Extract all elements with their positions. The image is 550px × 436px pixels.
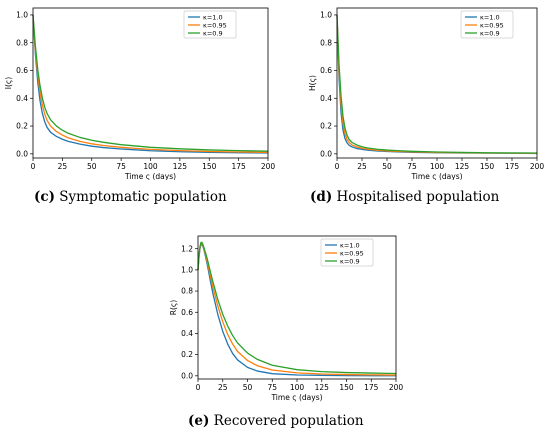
x-tick-label: 25 — [218, 383, 228, 392]
y-axis-label: R(ς) — [169, 300, 178, 316]
y-tick-label: 0.6 — [181, 308, 193, 317]
y-tick-label: 1.0 — [16, 11, 28, 20]
y-tick-label: 0.6 — [16, 66, 28, 75]
x-tick-label: 50 — [243, 383, 253, 392]
x-axis-label: Time ς (days) — [270, 393, 322, 402]
y-axis-label: I(ς) — [4, 77, 13, 90]
legend-label-0: κ=1.0 — [203, 13, 223, 21]
caption-recovered: (e) Recovered population — [188, 413, 364, 429]
legend-label-2: κ=0.9 — [203, 29, 223, 37]
x-tick-label: 100 — [430, 162, 445, 171]
x-tick-label: 25 — [357, 162, 367, 171]
y-tick-label: 0.4 — [320, 94, 332, 103]
series-line-2 — [197, 241, 397, 375]
x-tick-label: 25 — [58, 162, 68, 171]
y-tick-label: 0.8 — [16, 38, 28, 47]
chart-symptomatic: 0 25 50 75 100 125 150 175 200 0.0 0.2 0.4 0.6 0.8 1.0… — [4, 7, 275, 180]
y-tick-label: 1.0 — [320, 11, 332, 20]
x-tick-label: 100 — [143, 162, 158, 171]
chart-recovered: 0 25 50 75 100 125 150 175 200 0.0 0.2 0.4 0.6 0.8 1.0… — [169, 235, 404, 402]
y-tick-label: 1.0 — [181, 265, 193, 274]
caption-letter: (c) — [34, 189, 55, 205]
legend-label-1: κ=0.95 — [480, 21, 504, 29]
legend-label-2: κ=0.9 — [340, 257, 360, 265]
x-tick-label: 75 — [407, 162, 417, 171]
x-tick-label: 75 — [116, 162, 126, 171]
caption-hospitalised: (d) Hospitalised population — [310, 189, 499, 205]
chart-hospitalised: 0 25 50 75 100 125 150 175 200 0.0 0.2 0.4 0.6 0.8 1.0… — [308, 7, 545, 180]
y-tick-label: 0.0 — [320, 149, 332, 158]
x-tick-label: 75 — [267, 383, 277, 392]
y-tick-label: 1.2 — [181, 244, 193, 253]
legend-label-1: κ=0.95 — [203, 21, 227, 29]
caption-text: Recovered population — [209, 413, 364, 429]
x-tick-label: 175 — [505, 162, 520, 171]
x-tick-label: 200 — [530, 162, 545, 171]
x-tick-label: 125 — [455, 162, 470, 171]
caption-letter: (e) — [188, 413, 210, 429]
y-axis-label: H(ς) — [308, 75, 317, 91]
x-tick-label: 175 — [231, 162, 246, 171]
x-tick-label: 0 — [31, 162, 36, 171]
x-tick-label: 50 — [382, 162, 392, 171]
y-tick-label: 0.4 — [181, 329, 193, 338]
legend-box — [320, 238, 374, 267]
x-axis-label: Time ς (days) — [124, 172, 176, 180]
legend-label-0: κ=1.0 — [480, 13, 500, 21]
y-tick-label: 0.6 — [320, 66, 332, 75]
x-tick-label: 200 — [261, 162, 275, 171]
legend-box — [183, 10, 237, 39]
series-line-2 — [336, 14, 538, 154]
series-line-1 — [32, 14, 269, 154]
y-tick-label: 0.8 — [320, 38, 332, 47]
x-tick-label: 175 — [364, 383, 379, 392]
x-tick-label: 0 — [196, 383, 201, 392]
caption-text: Hospitalised population — [332, 189, 500, 205]
x-tick-label: 0 — [335, 162, 340, 171]
y-tick-label: 0.4 — [16, 94, 28, 103]
x-tick-label: 150 — [339, 383, 354, 392]
legend-label-2: κ=0.9 — [480, 29, 500, 37]
y-tick-label: 0.2 — [16, 122, 28, 131]
y-tick-label: 0.8 — [181, 287, 193, 296]
x-tick-label: 100 — [290, 383, 305, 392]
y-tick-label: 0.0 — [181, 371, 193, 380]
legend-label-0: κ=1.0 — [340, 241, 360, 249]
x-tick-label: 200 — [389, 383, 404, 392]
legend-box — [460, 10, 514, 39]
x-tick-label: 150 — [480, 162, 495, 171]
legend-label-1: κ=0.95 — [340, 249, 364, 257]
y-tick-label: 0.0 — [16, 149, 28, 158]
y-tick-label: 0.2 — [320, 122, 332, 131]
caption-text: Symptomatic population — [55, 189, 227, 205]
caption-symptomatic: (c) Symptomatic population — [34, 189, 227, 205]
x-tick-label: 150 — [202, 162, 217, 171]
caption-letter: (d) — [310, 189, 333, 205]
y-tick-label: 0.2 — [181, 350, 193, 359]
series-line-2 — [32, 14, 269, 152]
x-axis-label: Time ς (days) — [410, 172, 462, 180]
x-tick-label: 50 — [87, 162, 97, 171]
x-tick-label: 125 — [173, 162, 188, 171]
series-line-0 — [32, 14, 269, 154]
x-tick-label: 125 — [315, 383, 330, 392]
